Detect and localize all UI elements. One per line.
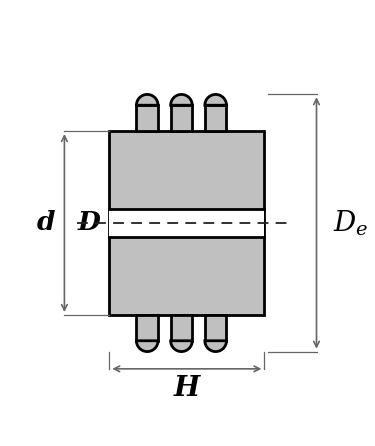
Bar [136,105,158,131]
Bar [110,209,264,237]
Text: D: D [78,211,101,235]
Text: H: H [174,375,200,402]
Wedge shape [136,95,158,105]
Wedge shape [136,341,158,351]
Bar [171,105,192,131]
Text: $D_e$: $D_e$ [333,208,368,238]
Wedge shape [205,95,226,105]
Bar [205,315,226,341]
Wedge shape [171,95,192,105]
Text: d: d [37,211,56,235]
Bar [205,105,226,131]
Wedge shape [205,341,226,351]
Bar [171,315,192,341]
Wedge shape [171,341,192,351]
Bar [110,131,264,315]
Bar [136,315,158,341]
